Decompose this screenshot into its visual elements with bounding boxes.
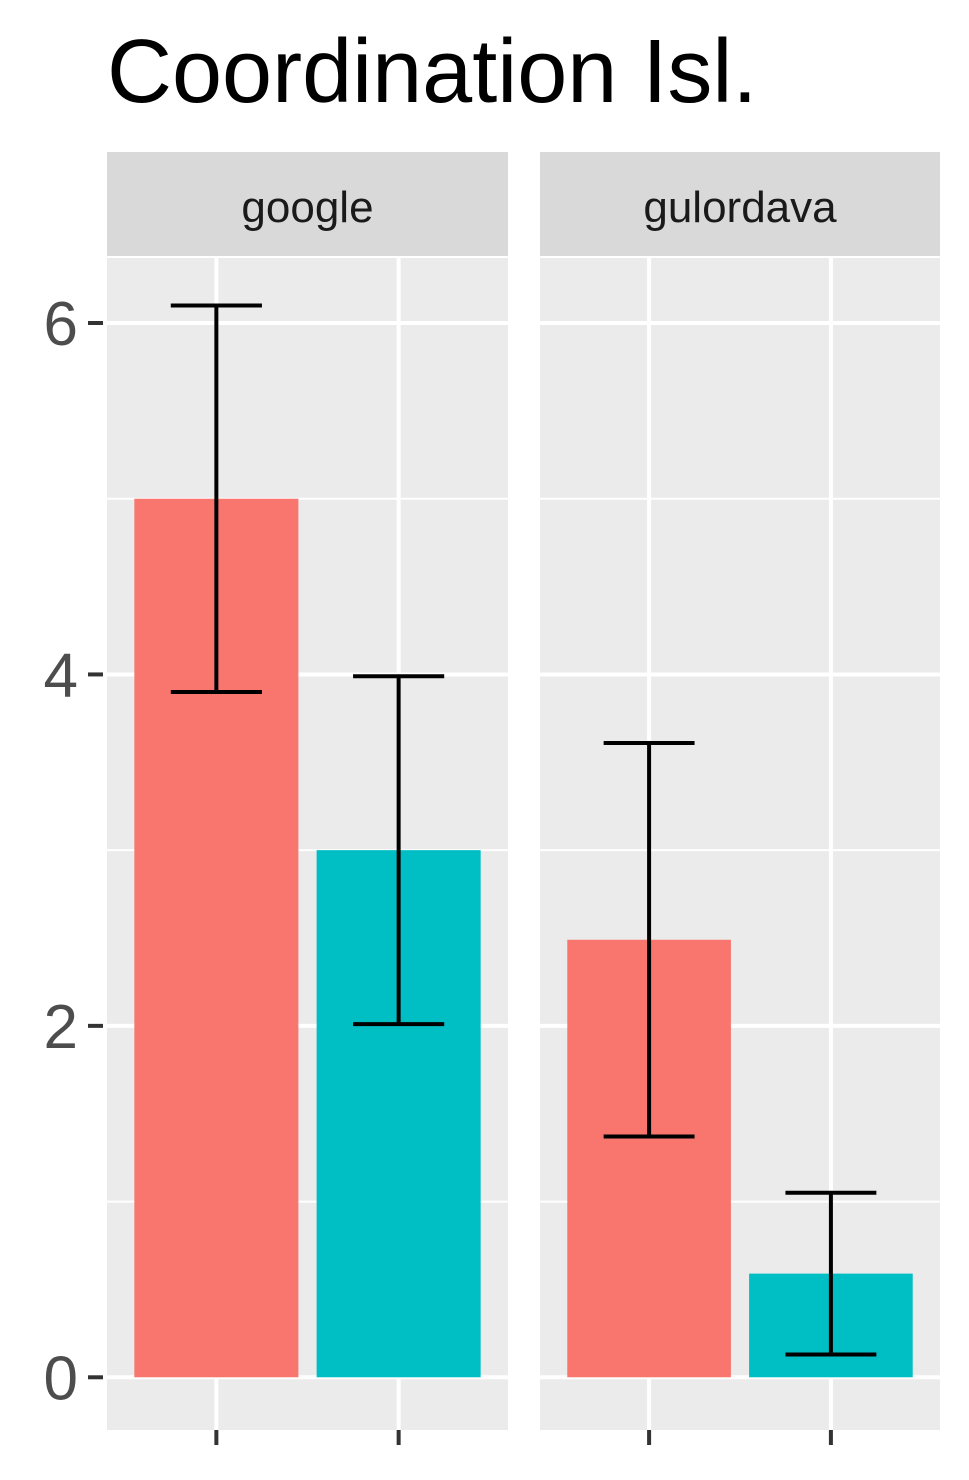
y-tick-label: 4 [44,641,78,710]
chart-title: Coordination Isl. [107,22,757,122]
y-tick-label: 2 [44,993,78,1062]
y-tick-label: 6 [44,290,78,359]
strip-background [540,152,940,256]
error-bar [603,740,695,1139]
strip-label: google [241,183,373,232]
error-bar [170,303,262,695]
error-bar [353,674,445,1027]
y-tick-label: 0 [44,1344,78,1413]
strip-label: gulordava [643,183,837,232]
error-bar [785,1190,877,1357]
strip-background [107,152,508,256]
